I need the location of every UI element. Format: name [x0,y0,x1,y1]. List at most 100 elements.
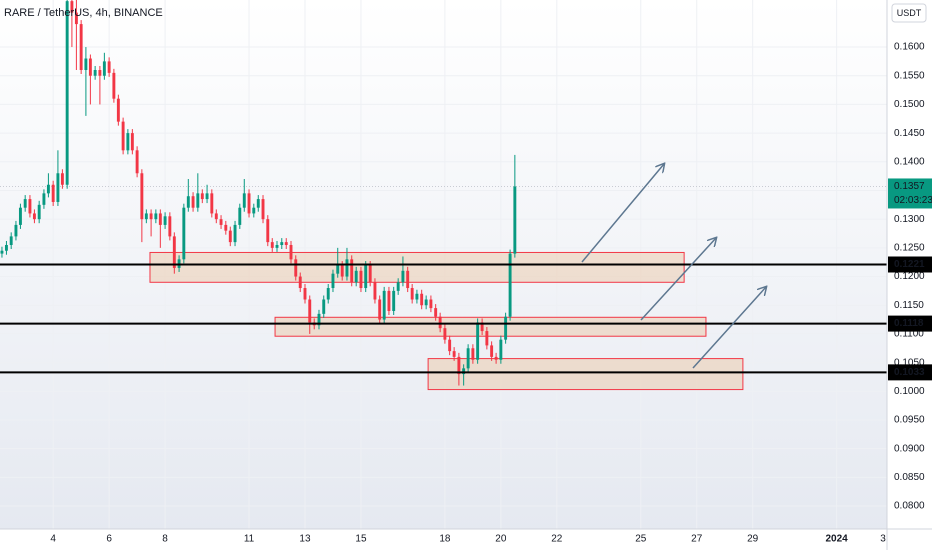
candle-body [322,299,326,314]
candle-body [98,69,102,76]
y-tick-label: 0.1150 [894,300,924,311]
candle-body [508,253,512,317]
candle-body [387,290,391,311]
candle-body [494,356,498,360]
level-badge [888,364,932,381]
time-axis [0,529,887,550]
candle-body [144,213,148,220]
candle-body [32,213,36,220]
candle-body [23,199,27,208]
x-tick-label: 6 [106,534,112,545]
candle-body [476,322,480,360]
candle-body [224,224,228,231]
candle-body [0,250,4,254]
candle-body [256,199,260,208]
candle-body [420,293,424,306]
candle-body [303,288,307,300]
y-tick-label: 0.1200 [894,271,925,282]
level-badge [888,256,932,273]
candle-body [242,193,246,208]
y-tick-label: 0.1050 [894,357,925,368]
candle-body [378,299,382,320]
candle-body [266,219,270,243]
arrow [692,287,766,369]
candle-body [252,207,256,214]
y-tick-label: 0.1550 [894,70,925,81]
candle-body [219,219,223,225]
candle-body [308,299,312,323]
candle-body [294,259,298,277]
candle-body [340,265,344,277]
candle-body [233,224,237,243]
candle-body [51,184,55,202]
candle-body [200,193,204,200]
candle-body [196,193,200,208]
x-tick-label: 25 [635,534,647,545]
x-tick-label: 4 [50,534,56,545]
currency-box[interactable] [891,3,927,23]
level-label: 0.1221 [894,259,925,270]
candle-body [326,288,330,300]
candle-body [434,308,438,317]
level-label: 0.1118 [894,318,924,329]
candle-body [410,288,414,300]
price-axis [887,0,932,550]
candle-body [396,282,400,291]
y-tick-label: 0.1300 [894,214,925,225]
candle-body [79,24,83,70]
candle-body [452,351,456,357]
candle-body [88,58,92,76]
candle-body [140,173,144,220]
candle-body [228,230,232,243]
candle-body [186,196,190,208]
x-tick-label: 29 [747,534,759,545]
levels [0,263,887,374]
candle-body [135,150,139,174]
x-tick-label: 11 [244,534,255,545]
y-tick-label: 0.1400 [894,156,925,167]
x-tick-label: 22 [551,534,563,545]
candle-body [261,199,265,220]
zone [149,251,685,283]
candle-body [247,193,251,214]
candle-body [317,313,321,326]
candle-body [499,339,503,360]
candle-body [28,199,32,214]
y-tick-label: 0.1500 [894,99,925,110]
y-tick-label: 0.0850 [894,472,925,483]
last-price-badge [888,178,932,209]
arrow [581,164,664,263]
candle-body [462,368,466,375]
arrows [581,164,766,369]
candle-body [210,193,214,214]
candle-body [18,207,22,225]
candle-body [102,61,106,76]
arrow [640,238,716,321]
candle-body [331,273,335,289]
candle-body [42,193,46,205]
y-tick-label: 0.1250 [894,243,925,254]
candle-body [172,236,176,268]
candle-body [74,12,78,25]
candle-body [116,98,120,122]
last-price-label: 0.1357 [894,181,925,192]
candle-body [191,196,195,208]
zone [427,358,744,391]
x-tick-label: 20 [495,534,507,545]
zone [274,316,707,337]
candle-body [56,173,60,202]
countdown: 02:03:23 [894,195,932,206]
candle-body [504,316,508,340]
candle-body [130,133,134,151]
candle-body [490,345,494,357]
candle-body [70,1,74,13]
candle-body [154,213,158,220]
candle-body [275,244,279,248]
candle-body [424,299,428,306]
candle-body [65,1,69,185]
candle-body [238,207,242,225]
x-tick-label: 3 [880,534,886,545]
candle-body [466,348,470,369]
candle-body [121,121,125,151]
